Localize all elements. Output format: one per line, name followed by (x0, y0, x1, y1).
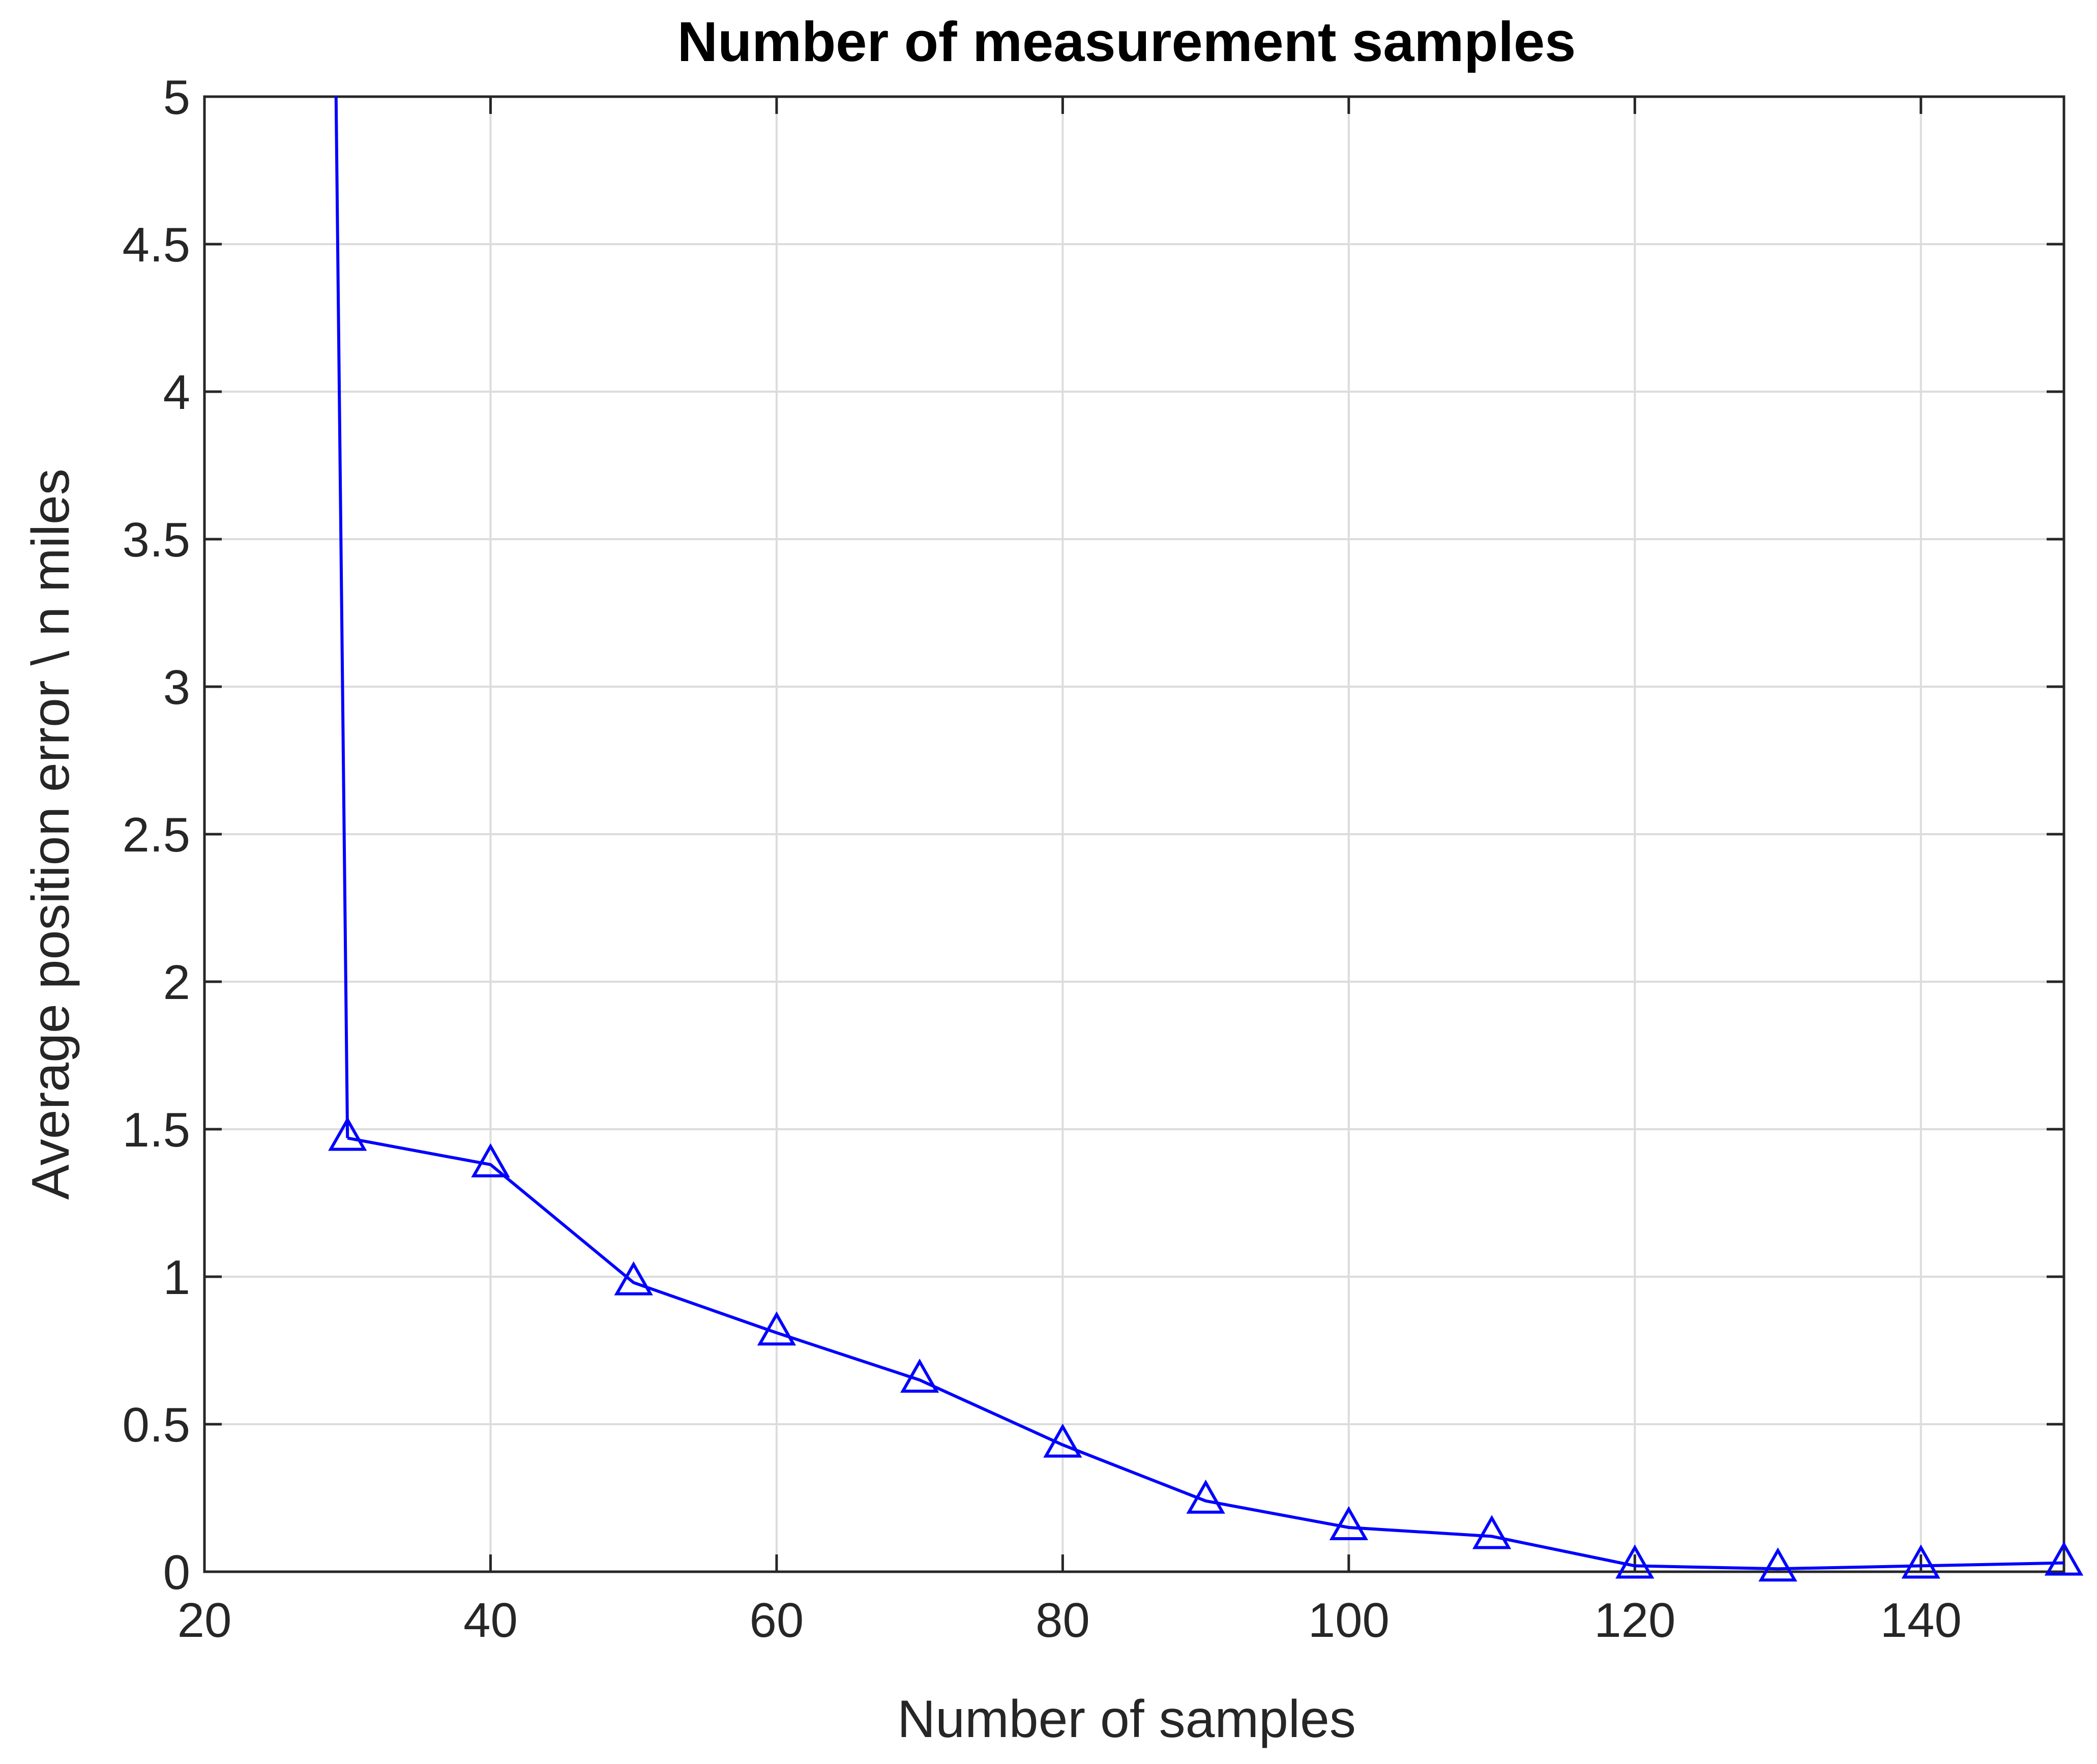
y-tick-label: 1 (163, 1250, 190, 1305)
y-tick-label: 2 (163, 955, 190, 1010)
data-point-marker (2044, 1541, 2084, 1576)
y-tick-label: 1.5 (123, 1103, 190, 1157)
data-point-marker (1901, 1544, 1940, 1579)
data-point-marker (328, 1116, 367, 1151)
x-tick-label: 100 (1308, 1593, 1390, 1648)
y-tick-label: 2.5 (123, 808, 190, 862)
x-tick-label: 120 (1594, 1593, 1675, 1648)
series-line-segment (334, 96, 349, 1138)
data-series (328, 96, 2084, 1582)
grid-lines (204, 97, 2064, 1572)
data-point-marker (900, 1358, 939, 1393)
x-tick-label: 20 (178, 1593, 232, 1648)
y-tick-label: 0 (163, 1545, 190, 1600)
x-axis-label: Number of samples (897, 1690, 1356, 1749)
x-tick-label: 40 (463, 1593, 518, 1648)
data-point-marker (1043, 1423, 1082, 1458)
y-tick-label: 3 (163, 660, 190, 715)
y-tick-label: 4.5 (123, 218, 190, 272)
data-point-marker (757, 1311, 796, 1346)
y-tick-label: 3.5 (123, 513, 190, 567)
data-point-marker (1758, 1547, 1797, 1582)
chart-title: Number of measurement samples (677, 11, 1576, 73)
series-line (347, 1136, 2064, 1571)
data-point-marker (614, 1261, 653, 1296)
x-tick-label: 140 (1880, 1593, 1962, 1648)
y-tick-label: 5 (163, 70, 190, 125)
axes (203, 95, 2065, 1573)
y-tick-label: 4 (163, 365, 190, 420)
data-point-marker (1186, 1479, 1225, 1514)
data-point-marker (1472, 1515, 1512, 1549)
data-point-marker (1615, 1544, 1655, 1579)
y-axis-label: Average position error \ n miles (21, 468, 80, 1199)
tick-labels: 20 40 60 80 100 120 140 0 0.5 1 1.5 2 2.5 3 3.5 4 4.5 5 (123, 70, 1962, 1648)
y-tick-label: 0.5 (123, 1398, 190, 1452)
x-tick-label: 60 (750, 1593, 804, 1648)
data-point-marker (471, 1143, 510, 1178)
data-point-marker (1329, 1506, 1369, 1541)
x-tick-label: 80 (1036, 1593, 1090, 1648)
